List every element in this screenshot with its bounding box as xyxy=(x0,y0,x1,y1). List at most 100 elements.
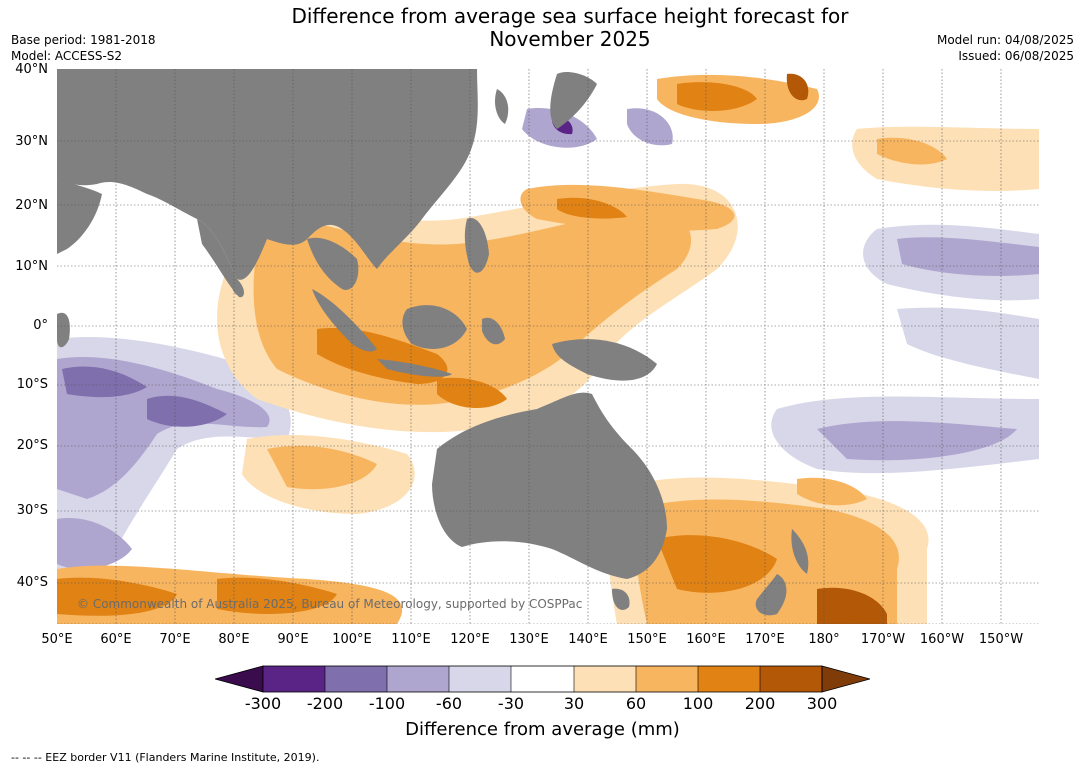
lon-label-170e: 170°E xyxy=(745,632,785,647)
land-japan xyxy=(550,72,597,129)
land-masses xyxy=(57,69,809,616)
colorbar-bin-6 xyxy=(574,666,636,692)
anomaly-southwest-negative xyxy=(57,518,132,569)
colorbar-tick-30: 30 xyxy=(563,694,585,713)
anomaly-south-indian-negative-core-2 xyxy=(147,395,227,427)
land-tasmania xyxy=(612,588,630,610)
anomaly-tasman-positive-core xyxy=(657,535,777,593)
land-korea xyxy=(494,89,509,124)
land-indochina xyxy=(307,237,359,290)
lon-label-70e: 70°E xyxy=(159,632,191,647)
anomaly-northpacific-negative xyxy=(627,108,673,146)
colorbar-bin-2 xyxy=(325,666,387,692)
land-philippines xyxy=(464,218,489,273)
lon-label-180: 180° xyxy=(808,632,840,647)
land-borneo xyxy=(402,305,467,349)
model-run-info: Model run: 04/08/2025 Issued: 06/08/2025 xyxy=(937,32,1074,64)
model-run-date: Model run: 04/08/2025 xyxy=(936,33,1074,47)
model-name: Model: ACCESS-S2 xyxy=(11,49,123,63)
land-sulawesi xyxy=(482,317,505,345)
colorbar-tick-100: 100 xyxy=(682,694,714,713)
land-new-guinea xyxy=(552,339,657,381)
lat-label-30n: 30°N xyxy=(15,134,48,149)
base-period-info: Base period: 1981-2018 Model: ACCESS-S2 xyxy=(11,32,156,64)
map-title: Difference from average sea surface heig… xyxy=(200,5,940,51)
colorbar-tick--30: -30 xyxy=(497,694,525,713)
land-australia xyxy=(432,392,667,579)
colorbar-extend-low xyxy=(213,665,264,693)
lat-label-20n: 20°N xyxy=(15,198,48,213)
anomaly-field xyxy=(57,73,1039,624)
anomaly-south-indian-negative-core xyxy=(62,366,147,398)
lat-label-20s: 20°S xyxy=(16,438,48,453)
colorbar-tick-60: 60 xyxy=(625,694,647,713)
anomaly-southern-ocean-positive-core xyxy=(57,577,177,616)
sea-surface-height-map xyxy=(57,69,1039,624)
lon-label-150w: 150°W xyxy=(978,632,1024,647)
land-new-zealand-south xyxy=(755,574,787,616)
lon-label-60e: 60°E xyxy=(100,632,132,647)
anomaly-south-pacific-negative-strong xyxy=(817,421,1017,461)
graticule xyxy=(57,69,1039,624)
lat-label-10s: 10°S xyxy=(16,377,48,392)
anomaly-south-pacific-positive xyxy=(797,477,867,506)
land-sri-lanka xyxy=(232,279,241,295)
colorbar-bin-9 xyxy=(760,666,822,692)
lon-label-50e: 50°E xyxy=(41,632,73,647)
lon-label-110e: 110°E xyxy=(391,632,431,647)
colorbar-tick--300: -300 xyxy=(244,694,282,713)
land-java xyxy=(377,359,452,377)
lon-label-140e: 140°E xyxy=(568,632,608,647)
colorbar-tick--200: -200 xyxy=(306,694,344,713)
land-madagascar xyxy=(57,312,70,348)
land-sumatra xyxy=(312,289,377,352)
colorbar-tick-300: 300 xyxy=(806,694,838,713)
lon-label-130e: 130°E xyxy=(509,632,549,647)
lon-label-170w: 170°W xyxy=(860,632,906,647)
anomaly-south-indian-positive-strong xyxy=(267,445,377,490)
copyright-notice: © Commonwealth of Australia 2025, Bureau… xyxy=(77,597,583,611)
anomaly-kuroshio-positive-core xyxy=(677,82,757,111)
colorbar-bin-1 xyxy=(263,666,325,692)
lat-label-40n: 40°N xyxy=(15,62,48,77)
title-line-2: November 2025 xyxy=(489,27,651,51)
anomaly-kuroshio-positive-peak xyxy=(786,73,809,101)
land-asia xyxy=(57,69,478,280)
lon-label-120e: 120°E xyxy=(450,632,490,647)
colorbar-tick--60: -60 xyxy=(435,694,463,713)
lat-label-0: 0° xyxy=(33,318,48,333)
lon-label-100e: 100°E xyxy=(332,632,372,647)
anomaly-tasman-positive-peak xyxy=(817,587,887,624)
colorbar-dividers xyxy=(324,666,761,692)
land-arabia xyxy=(57,179,102,254)
colorbar xyxy=(213,664,872,694)
lon-label-80e: 80°E xyxy=(218,632,250,647)
colorbar-bin-5 xyxy=(511,666,574,692)
lat-label-10n: 10°N xyxy=(15,259,48,274)
lon-label-160w: 160°W xyxy=(919,632,965,647)
colorbar-bin-7 xyxy=(636,666,698,692)
colorbar-svg xyxy=(213,665,872,693)
anomaly-east-equatorial-negative xyxy=(897,307,1039,379)
anomaly-northwest-pacific-positive-core xyxy=(557,197,627,219)
map-svg xyxy=(57,69,1039,624)
lat-label-40s: 40°S xyxy=(16,575,48,590)
lon-label-150e: 150°E xyxy=(627,632,667,647)
colorbar-bin-8 xyxy=(698,666,760,692)
colorbar-extend-high xyxy=(821,665,872,693)
anomaly-northwest-pacific-positive xyxy=(520,184,735,231)
lat-label-30s: 30°S xyxy=(16,503,48,518)
base-period: Base period: 1981-2018 xyxy=(11,33,156,47)
land-new-zealand-north xyxy=(791,529,809,574)
colorbar-outline xyxy=(262,665,823,693)
anomaly-timor-positive-core xyxy=(437,377,507,409)
colorbar-label: Difference from average (mm) xyxy=(405,719,680,740)
lon-label-160e: 160°E xyxy=(686,632,726,647)
colorbar-bin-4 xyxy=(449,666,511,692)
lon-label-90e: 90°E xyxy=(277,632,309,647)
title-line-1: Difference from average sea surface heig… xyxy=(291,4,849,28)
eez-footnote: -- -- -- EEZ border V11 (Flanders Marine… xyxy=(11,751,320,764)
land-india xyxy=(197,219,244,298)
colorbar-bin-3 xyxy=(387,666,449,692)
issued-date: Issued: 06/08/2025 xyxy=(958,49,1074,63)
